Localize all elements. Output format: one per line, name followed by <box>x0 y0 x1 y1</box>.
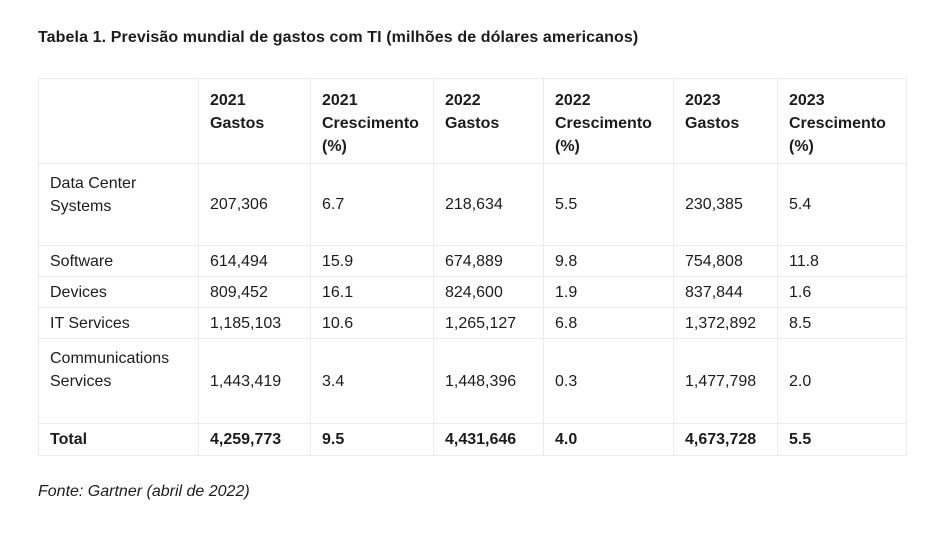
header-cell-2023-crescimento: 2023 Crescimento (%) <box>777 78 907 164</box>
cell-value: 10.6 <box>310 307 434 339</box>
cell-value: 5.5 <box>543 163 674 246</box>
cell-value: 754,808 <box>673 245 778 277</box>
cell-value: 837,844 <box>673 276 778 308</box>
header-cell-2021-gastos: 2021 Gastos <box>198 78 311 164</box>
cell-value: 11.8 <box>777 245 907 277</box>
cell-value: 4,259,773 <box>198 423 311 456</box>
table-row-data-center-systems: Data Center Systems 207,306 6.7 218,634 … <box>38 163 907 246</box>
row-label: Devices <box>38 276 199 308</box>
cell-value: 1,477,798 <box>673 338 778 424</box>
cell-value: 1,448,396 <box>433 338 544 424</box>
cell-value: 9.8 <box>543 245 674 277</box>
row-label: Total <box>38 423 199 456</box>
cell-value: 5.4 <box>777 163 907 246</box>
cell-value: 2.0 <box>777 338 907 424</box>
cell-value: 5.5 <box>777 423 907 456</box>
cell-value: 6.7 <box>310 163 434 246</box>
cell-value: 674,889 <box>433 245 544 277</box>
cell-value: 3.4 <box>310 338 434 424</box>
cell-value: 9.5 <box>310 423 434 456</box>
header-cell-empty <box>38 78 199 164</box>
header-cell-2022-gastos: 2022 Gastos <box>433 78 544 164</box>
cell-value: 1,185,103 <box>198 307 311 339</box>
row-label: Software <box>38 245 199 277</box>
header-row: 2021 Gastos 2021 Crescimento (%) 2022 Ga… <box>38 78 907 164</box>
cell-value: 1.9 <box>543 276 674 308</box>
cell-value: 614,494 <box>198 245 311 277</box>
row-label: Data Center Systems <box>38 163 199 246</box>
table-title: Tabela 1. Previsão mundial de gastos com… <box>38 29 639 46</box>
cell-value: 15.9 <box>310 245 434 277</box>
table-row-software: Software 614,494 15.9 674,889 9.8 754,80… <box>38 245 907 277</box>
it-spending-forecast-table: 2021 Gastos 2021 Crescimento (%) 2022 Ga… <box>38 78 907 456</box>
cell-value: 4,673,728 <box>673 423 778 456</box>
cell-value: 1,265,127 <box>433 307 544 339</box>
cell-value: 809,452 <box>198 276 311 308</box>
cell-value: 1,372,892 <box>673 307 778 339</box>
article-fragment: Tabela 1. Previsão mundial de gastos com… <box>38 29 907 500</box>
cell-value: 207,306 <box>198 163 311 246</box>
cell-value: 0.3 <box>543 338 674 424</box>
row-label: IT Services <box>38 307 199 339</box>
cell-value: 1,443,419 <box>198 338 311 424</box>
cell-value: 8.5 <box>777 307 907 339</box>
cell-value: 4.0 <box>543 423 674 456</box>
header-cell-2021-crescimento: 2021 Crescimento (%) <box>310 78 434 164</box>
cell-value: 230,385 <box>673 163 778 246</box>
cell-value: 6.8 <box>543 307 674 339</box>
cell-value: 218,634 <box>433 163 544 246</box>
header-cell-2023-gastos: 2023 Gastos <box>673 78 778 164</box>
cell-value: 16.1 <box>310 276 434 308</box>
table-row-it-services: IT Services 1,185,103 10.6 1,265,127 6.8… <box>38 307 907 339</box>
row-label: Communications Services <box>38 338 199 424</box>
table-row-total: Total 4,259,773 9.5 4,431,646 4.0 4,673,… <box>38 423 907 456</box>
cell-value: 4,431,646 <box>433 423 544 456</box>
cell-value: 1.6 <box>777 276 907 308</box>
cell-value: 824,600 <box>433 276 544 308</box>
table-row-devices: Devices 809,452 16.1 824,600 1.9 837,844… <box>38 276 907 308</box>
source-note: Fonte: Gartner (abril de 2022) <box>38 483 250 500</box>
table-row-communications-services: Communications Services 1,443,419 3.4 1,… <box>38 338 907 424</box>
header-cell-2022-crescimento: 2022 Crescimento (%) <box>543 78 674 164</box>
